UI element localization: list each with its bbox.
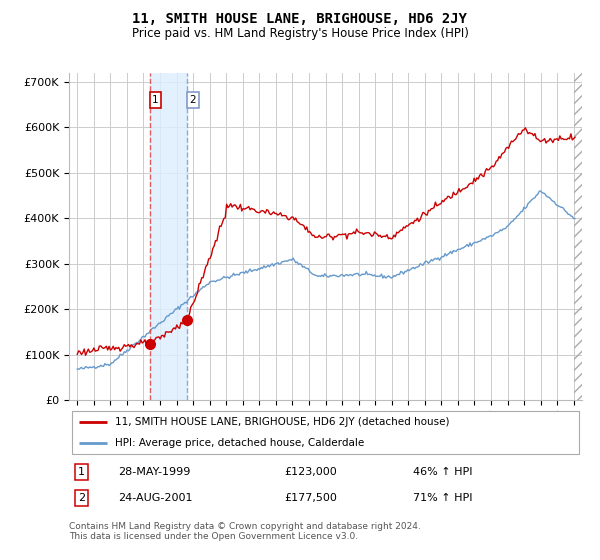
FancyBboxPatch shape	[71, 411, 580, 454]
Bar	[574, 68, 584, 400]
Text: 1: 1	[152, 95, 159, 105]
Text: 1: 1	[79, 467, 85, 477]
Text: £177,500: £177,500	[284, 493, 337, 503]
Bar	[150, 68, 187, 400]
Text: 28-MAY-1999: 28-MAY-1999	[118, 467, 190, 477]
Text: 24-AUG-2001: 24-AUG-2001	[118, 493, 192, 503]
Text: 2: 2	[190, 95, 196, 105]
Text: Price paid vs. HM Land Registry's House Price Index (HPI): Price paid vs. HM Land Registry's House …	[131, 27, 469, 40]
Text: £123,000: £123,000	[284, 467, 337, 477]
Text: 2: 2	[78, 493, 85, 503]
Text: 71% ↑ HPI: 71% ↑ HPI	[413, 493, 472, 503]
Text: 46% ↑ HPI: 46% ↑ HPI	[413, 467, 472, 477]
Text: 11, SMITH HOUSE LANE, BRIGHOUSE, HD6 2JY (detached house): 11, SMITH HOUSE LANE, BRIGHOUSE, HD6 2JY…	[115, 417, 449, 427]
Text: Contains HM Land Registry data © Crown copyright and database right 2024.
This d: Contains HM Land Registry data © Crown c…	[69, 522, 421, 542]
Text: 11, SMITH HOUSE LANE, BRIGHOUSE, HD6 2JY: 11, SMITH HOUSE LANE, BRIGHOUSE, HD6 2JY	[133, 12, 467, 26]
Text: HPI: Average price, detached house, Calderdale: HPI: Average price, detached house, Cald…	[115, 438, 364, 448]
